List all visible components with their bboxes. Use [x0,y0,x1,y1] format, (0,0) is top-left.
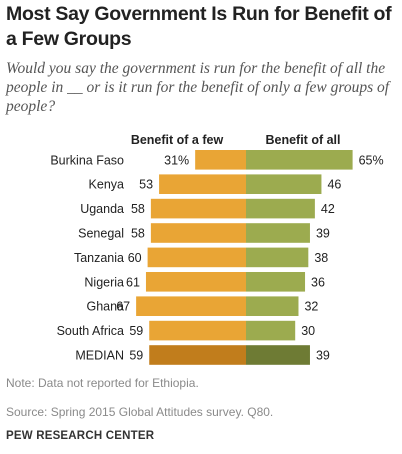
chart-source: Source: Spring 2015 Global Attitudes sur… [6,405,274,419]
value-label-benefit-all: 38 [314,251,328,265]
category-label: South Africa [57,324,124,338]
value-label-benefit-all: 30 [301,324,315,338]
value-label-benefit-few: 53 [139,178,153,192]
bar-benefit-all [246,174,322,194]
bar-benefit-all [246,223,310,243]
category-label: Nigeria [84,275,124,289]
bar-benefit-few [136,296,246,316]
org-credit: PEW RESEARCH CENTER [6,430,155,442]
bar-benefit-few [159,174,246,194]
value-label-benefit-all: 39 [316,349,330,363]
category-label: Uganda [80,202,124,216]
bar-benefit-few [150,223,246,243]
bar-benefit-few [195,150,246,170]
value-label-benefit-all: 46 [327,178,341,192]
chart-subtitle: Would you say the government is run for … [6,60,390,115]
bar-benefit-all [246,247,309,268]
category-label: Ghana [86,300,124,314]
bar-benefit-all [246,296,299,316]
value-label-benefit-all: 39 [316,227,330,241]
value-label-benefit-few: 59 [129,324,143,338]
value-label-benefit-few: 58 [131,202,145,216]
value-label-benefit-few: 58 [131,227,145,241]
value-label-benefit-few: 31% [164,153,189,167]
bar-benefit-few [149,320,246,341]
bar-benefit-all [246,150,353,170]
bar-benefit-all [246,272,306,292]
chart-title: Most Say Government Is Run for Benefit o… [6,3,392,50]
category-label: Burkina Faso [50,153,124,167]
value-label-benefit-few: 67 [116,300,130,314]
bar-benefit-few [145,272,246,292]
value-label-benefit-few: 60 [128,251,142,265]
value-label-benefit-all: 65% [359,153,384,167]
category-label: Kenya [89,178,124,192]
value-label-benefit-all: 42 [321,202,335,216]
value-label-benefit-few: 61 [126,275,140,289]
bar-benefit-few [147,247,246,268]
bar-benefit-few [149,345,246,365]
bar-benefit-few [150,198,246,219]
category-label: Tanzania [74,251,124,265]
bar-benefit-all [246,345,310,365]
legend-benefit-few: Benefit of a few [131,133,224,147]
bar-benefit-all [246,320,296,341]
legend-benefit-all: Benefit of all [265,133,340,147]
value-label-benefit-all: 36 [311,275,325,289]
category-label: Senegal [78,227,124,241]
value-label-benefit-all: 32 [304,300,318,314]
value-label-benefit-few: 59 [129,349,143,363]
chart-note: Note: Data not reported for Ethiopia. [6,376,199,390]
bar-benefit-all [246,198,315,219]
category-label: MEDIAN [75,349,124,363]
